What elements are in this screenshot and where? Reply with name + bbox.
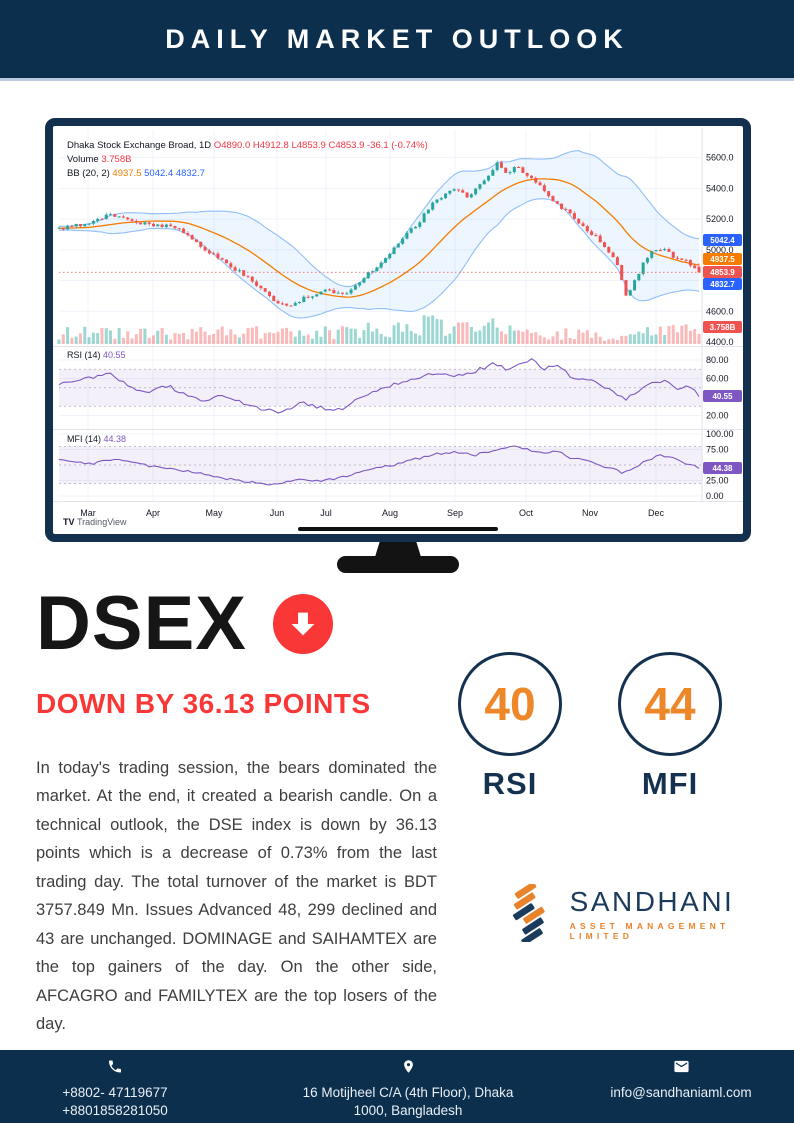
phone-line-1: +8802- 47119677 — [62, 1085, 168, 1101]
svg-text:Oct: Oct — [519, 508, 534, 518]
footer-phone: +8802- 47119677 +8801858281050 — [0, 1058, 230, 1121]
gauge-mfi: 44 MFI — [618, 652, 722, 802]
page-title: DAILY MARKET OUTLOOK — [165, 23, 629, 54]
svg-text:Jul: Jul — [320, 508, 332, 518]
svg-text:MFI (14) 44.38: MFI (14) 44.38 — [67, 434, 126, 444]
svg-text:Sep: Sep — [447, 508, 463, 518]
svg-text:Aug: Aug — [382, 508, 398, 518]
brand-tagline: ASSET MANAGEMENT LIMITED — [569, 920, 730, 941]
brand-text: SANDHANI ASSET MANAGEMENT LIMITED — [570, 886, 794, 941]
svg-text:May: May — [205, 508, 223, 518]
monitor: 5600.0 5400.0 5200.0 5000.0 4600.0 4400.0 80.0… — [45, 118, 751, 542]
svg-text:60.00: 60.00 — [706, 374, 729, 384]
svg-text:100.00: 100.00 — [706, 429, 734, 439]
footer-address: 16 Motijheel C/A (4th Floor), Dhaka 1000… — [258, 1058, 558, 1121]
svg-text:4400.0: 4400.0 — [706, 337, 734, 347]
email-icon — [673, 1060, 689, 1073]
svg-text:Nov: Nov — [582, 508, 599, 518]
monitor-speaker-bar — [298, 527, 498, 531]
footer-email: info@sandhaniaml.com — [568, 1058, 794, 1102]
header-banner: DAILY MARKET OUTLOOK — [0, 0, 794, 81]
phone-line-2: +8801858281050 — [62, 1103, 168, 1119]
svg-text:5000.0: 5000.0 — [706, 245, 734, 255]
index-name: DSEX — [36, 581, 247, 666]
gauges: 40 RSI 44 MFI — [458, 652, 722, 802]
svg-text:4937.5: 4937.5 — [710, 255, 735, 264]
address-line-2: 1000, Bangladesh — [353, 1103, 463, 1119]
svg-text:25.00: 25.00 — [706, 476, 729, 486]
gauge-rsi-value: 40 — [484, 678, 536, 730]
brand-logo: SANDHANI ASSET MANAGEMENT LIMITED — [503, 884, 794, 942]
svg-text:75.00: 75.00 — [706, 445, 729, 455]
tradingview-chart: 5600.0 5400.0 5200.0 5000.0 4600.0 4400.0 80.0… — [53, 128, 743, 527]
svg-text:20.00: 20.00 — [706, 411, 729, 421]
svg-text:40.55: 40.55 — [712, 392, 733, 401]
monitor-base — [337, 556, 459, 573]
monitor-screen: 5600.0 5400.0 5200.0 5000.0 4600.0 4400.0 80.0… — [53, 126, 743, 534]
gauge-mfi-value: 44 — [644, 678, 696, 730]
svg-text:Dhaka Stock Exchange Broad, 1D: Dhaka Stock Exchange Broad, 1D O4890.0 H… — [67, 140, 428, 151]
gauge-mfi-circle: 44 — [618, 652, 722, 756]
svg-text:44.38: 44.38 — [712, 464, 733, 473]
gauge-rsi-label: RSI — [482, 766, 538, 801]
down-arrow-icon — [272, 594, 333, 654]
brand-name: SANDHANI — [569, 885, 735, 917]
gauge-rsi-circle: 40 — [458, 652, 562, 756]
svg-text:Mar: Mar — [80, 508, 96, 518]
svg-text:3.758B: 3.758B — [710, 323, 736, 332]
svg-text:4832.7: 4832.7 — [710, 280, 735, 289]
svg-text:Apr: Apr — [146, 508, 160, 518]
svg-text:5600.0: 5600.0 — [706, 153, 734, 163]
headline-subtitle: DOWN BY 36.13 POINTS — [36, 688, 371, 719]
svg-text:Jun: Jun — [270, 508, 285, 518]
gauge-mfi-label: MFI — [641, 766, 699, 801]
svg-text:4853.9: 4853.9 — [710, 268, 735, 277]
svg-text:5042.4: 5042.4 — [710, 236, 735, 245]
gauge-rsi: 40 RSI — [458, 652, 562, 802]
svg-text:0.00: 0.00 — [706, 491, 724, 501]
phone-icon — [109, 1060, 121, 1073]
email-address: info@sandhaniaml.com — [610, 1085, 752, 1101]
svg-text:Dec: Dec — [648, 508, 665, 518]
svg-text:TV TradingView: TV TradingView — [63, 517, 127, 527]
headline: DSEX — [36, 586, 333, 662]
svg-text:5400.0: 5400.0 — [706, 183, 734, 193]
svg-text:RSI (14) 40.55: RSI (14) 40.55 — [67, 350, 126, 360]
svg-text:BB (20, 2) 4937.5 5042.4 48: BB (20, 2) 4937.5 5042.4 4832.7 — [67, 168, 205, 179]
location-icon — [403, 1060, 413, 1073]
svg-text:Volume 3.758B: Volume 3.758B — [67, 154, 131, 165]
svg-text:4600.0: 4600.0 — [706, 306, 734, 316]
brand-logo-icon — [512, 884, 545, 942]
footer: +8802- 47119677 +8801858281050 16 Motijh… — [0, 1050, 794, 1123]
market-summary: In today's trading session, the bears do… — [36, 758, 437, 1034]
monitor-neck — [375, 542, 421, 557]
svg-text:5200.0: 5200.0 — [706, 214, 734, 224]
address-line-1: 16 Motijheel C/A (4th Floor), Dhaka — [302, 1085, 514, 1101]
svg-text:80.00: 80.00 — [706, 355, 729, 365]
